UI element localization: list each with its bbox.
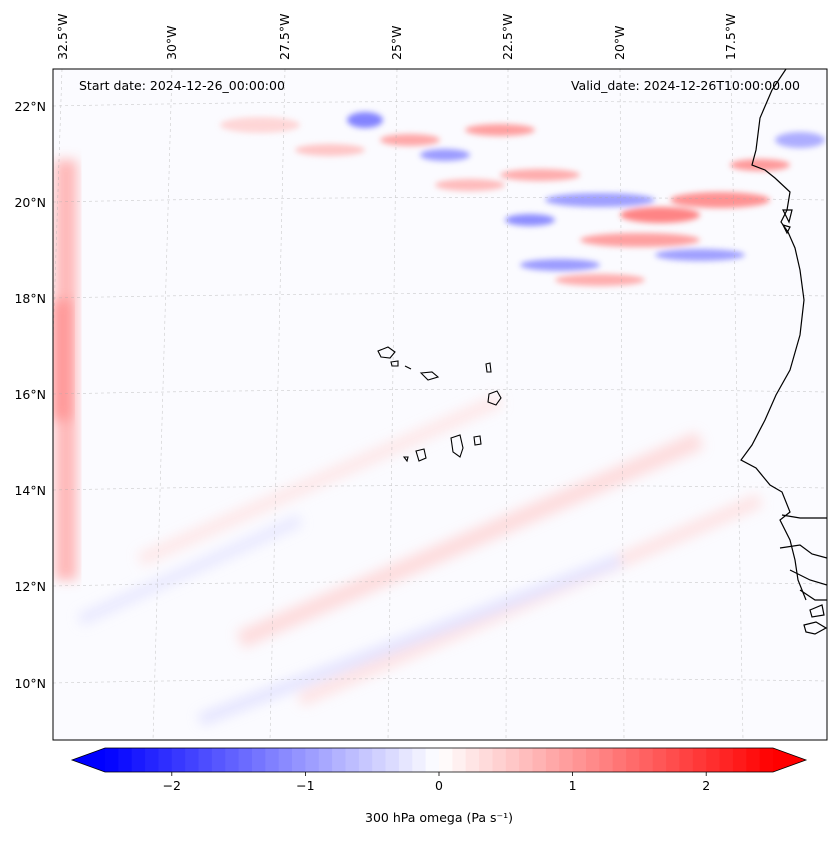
- colorbar-cell: [412, 748, 427, 772]
- graticule: [53, 69, 827, 740]
- lon-label: 20°W: [612, 25, 627, 60]
- colorbar-cell: [425, 748, 440, 772]
- colorbar-cell: [732, 748, 747, 772]
- lon-label: 27.5°W: [277, 14, 292, 60]
- colorbar-cell: [398, 748, 413, 772]
- colorbar-cell: [305, 748, 320, 772]
- latitude-labels: 22°N 20°N 18°N 16°N 14°N 12°N 10°N: [14, 99, 46, 691]
- colorbar-cell: [626, 748, 640, 772]
- lat-label: 14°N: [14, 483, 46, 498]
- colorbar-cell: [278, 748, 293, 772]
- lat-label: 12°N: [14, 579, 46, 594]
- colorbar-cell: [158, 748, 173, 772]
- lat-label: 18°N: [14, 291, 46, 306]
- colorbar-cell: [612, 748, 627, 772]
- colorbar-cell: [452, 748, 467, 772]
- colorbar-cell: [318, 748, 333, 772]
- colorbar-cell: [545, 748, 560, 772]
- colorbar-cell: [666, 748, 681, 772]
- colorbar-cell: [585, 748, 600, 772]
- colorbar-cell: [439, 748, 453, 772]
- colorbar-cell: [492, 748, 507, 772]
- colorbar-cell: [479, 748, 494, 772]
- colorbar-cell: [679, 748, 694, 772]
- colorbar-cell: [292, 748, 306, 772]
- colorbar-cell: [332, 748, 347, 772]
- lat-label: 20°N: [14, 195, 46, 210]
- colorbar-cell: [198, 748, 213, 772]
- colorbar-cell: [118, 748, 133, 772]
- colorbar-cell: [385, 748, 400, 772]
- colorbar-cell: [746, 748, 761, 772]
- colorbar-cell: [251, 748, 266, 772]
- lon-label: 25°W: [389, 25, 404, 60]
- longitude-labels: 32.5°W 30°W 27.5°W 25°W 22.5°W 20°W 17.5…: [55, 14, 738, 60]
- colorbar-cell: [706, 748, 721, 772]
- colorbar-cell: [185, 748, 200, 772]
- colorbar: −2 −1 0 1 2 300 hPa omega (Pa s⁻¹): [70, 747, 808, 825]
- colorbar-cell: [719, 748, 734, 772]
- lon-label: 22.5°W: [500, 14, 515, 60]
- colorbar-cell: [211, 748, 226, 772]
- map-frame: [52, 68, 828, 741]
- lon-label: 32.5°W: [55, 14, 70, 60]
- colorbar-outline: [70, 747, 808, 773]
- colorbar-cell: [532, 748, 547, 772]
- colorbar-cell: [225, 748, 240, 772]
- colorbar-cell: [131, 748, 146, 772]
- colorbar-cell: [639, 748, 654, 772]
- colorbar-cell: [599, 748, 614, 772]
- colorbar-cell: [145, 748, 160, 772]
- lat-label: 10°N: [14, 676, 46, 691]
- colorbar-cell: [372, 748, 387, 772]
- lat-label: 22°N: [14, 99, 46, 114]
- colorbar-cell: [345, 748, 360, 772]
- colorbar-min-extend: [72, 748, 105, 772]
- african-coastline: [740, 69, 827, 635]
- colorbar-cell: [505, 748, 520, 772]
- cabo-verde-islands: [377, 346, 502, 463]
- colorbar-label: 300 hPa omega (Pa s⁻¹): [365, 810, 513, 825]
- colorbar-cell: [358, 748, 373, 772]
- start-date-label: Start date: 2024-12-26_00:00:00: [79, 78, 285, 93]
- colorbar-tick-label: 2: [702, 778, 710, 793]
- valid-date-label: Valid_date: 2024-12-26T10:00:00.00: [571, 78, 800, 93]
- lon-label: 17.5°W: [723, 14, 738, 60]
- colorbar-cell: [465, 748, 480, 772]
- colorbar-cell: [519, 748, 534, 772]
- colorbar-cell: [692, 748, 707, 772]
- colorbar-tick-label: 1: [569, 778, 577, 793]
- colorbar-cell: [238, 748, 253, 772]
- colorbar-max-extend: [773, 748, 806, 772]
- lon-label: 30°W: [164, 25, 179, 60]
- omega-field: [53, 69, 827, 740]
- colorbar-cell: [652, 748, 667, 772]
- colorbar-cell: [105, 748, 119, 772]
- colorbar-cell: [265, 748, 280, 772]
- lat-label: 16°N: [14, 387, 46, 402]
- colorbar-tick-label: −2: [163, 778, 181, 793]
- colorbar-tick-label: −1: [296, 778, 314, 793]
- colorbar-cell: [759, 748, 774, 772]
- colorbar-tick-label: 0: [435, 778, 443, 793]
- colorbar-cell: [559, 748, 574, 772]
- colorbar-cell: [171, 748, 186, 772]
- colorbar-cell: [572, 748, 587, 772]
